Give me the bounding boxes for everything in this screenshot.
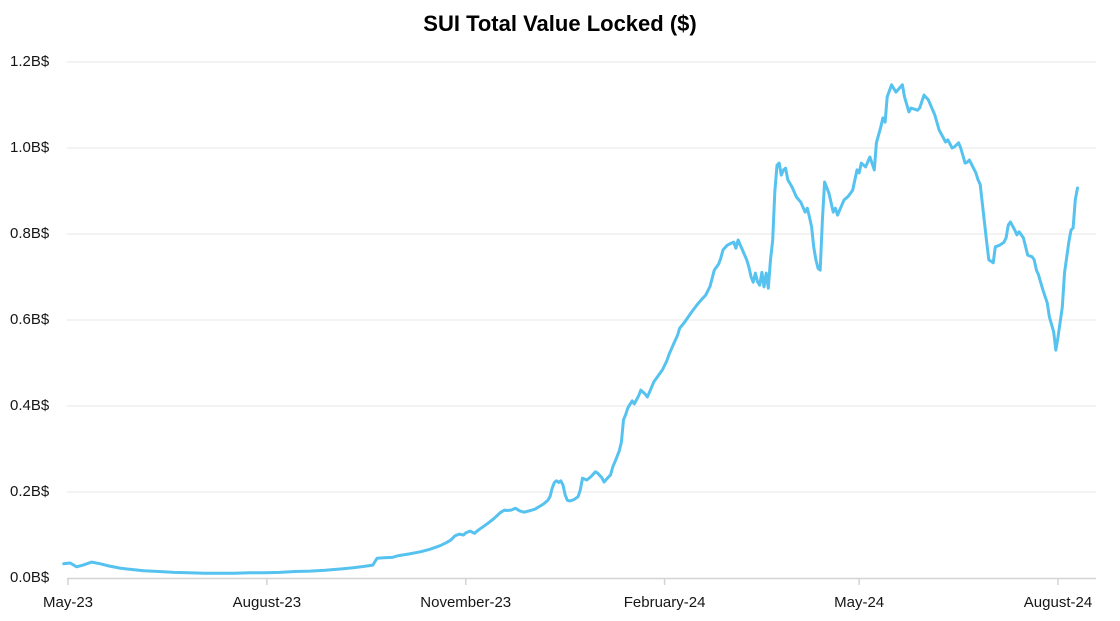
- y-axis-label: 1.0B$: [10, 139, 50, 156]
- x-axis-label: February-24: [623, 594, 706, 611]
- x-axis-label: August-24: [1023, 594, 1093, 611]
- y-axis-label: 0.2B$: [10, 483, 50, 500]
- x-axis-label: May-24: [834, 594, 885, 611]
- y-axis-label: 0.0B$: [10, 569, 50, 586]
- y-axis-label: 0.4B$: [10, 397, 50, 414]
- x-axis-label: August-23: [232, 594, 302, 611]
- y-axis-label: 0.6B$: [10, 311, 50, 328]
- tvl-line: [62, 83, 1079, 575]
- chart-title: SUI Total Value Locked ($): [423, 11, 697, 36]
- x-axis-label: November-23: [420, 594, 512, 611]
- y-axis-label: 0.8B$: [10, 225, 50, 242]
- x-axis-label: May-23: [42, 594, 94, 611]
- y-axis-label: 1.2B$: [10, 53, 50, 70]
